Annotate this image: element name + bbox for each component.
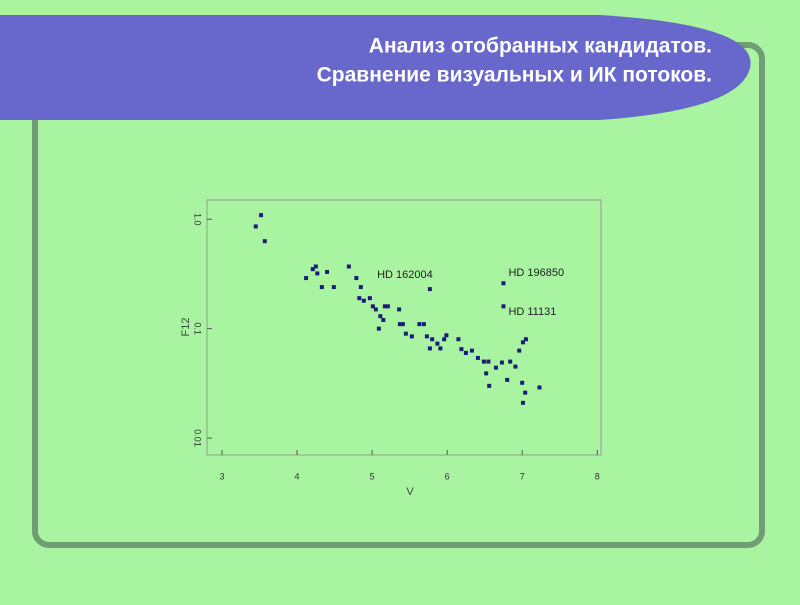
data-point bbox=[331, 285, 336, 290]
y-tick-label: 0.1 bbox=[193, 322, 203, 335]
data-point bbox=[262, 239, 267, 244]
annotation: HD 11131 bbox=[508, 306, 556, 318]
data-point bbox=[367, 296, 372, 301]
data-point bbox=[382, 304, 387, 309]
data-point bbox=[469, 348, 474, 353]
data-point bbox=[475, 355, 480, 360]
data-point bbox=[358, 285, 363, 290]
data-point bbox=[319, 285, 324, 290]
data-point bbox=[325, 269, 330, 274]
data-point bbox=[403, 331, 408, 336]
data-point bbox=[501, 281, 506, 286]
data-point bbox=[313, 264, 318, 269]
x-axis-label: V bbox=[406, 486, 414, 498]
data-point bbox=[520, 380, 525, 385]
data-point bbox=[370, 304, 375, 309]
data-point bbox=[346, 264, 351, 269]
data-point bbox=[487, 383, 492, 388]
data-point bbox=[417, 322, 422, 327]
y-tick-label: 1.0 bbox=[193, 213, 203, 226]
data-point bbox=[376, 326, 381, 331]
data-point bbox=[523, 390, 528, 395]
data-point bbox=[523, 337, 528, 342]
data-point bbox=[424, 334, 429, 339]
data-point bbox=[354, 276, 359, 281]
x-tick-label: 7 bbox=[520, 471, 525, 481]
x-tick-label: 8 bbox=[595, 471, 600, 481]
data-point bbox=[397, 307, 402, 312]
data-point bbox=[385, 304, 390, 309]
data-point bbox=[357, 296, 362, 301]
data-point bbox=[409, 334, 414, 339]
data-point bbox=[444, 333, 449, 338]
title-line: Сравнение визуальных и ИК потоков. bbox=[317, 64, 712, 87]
x-tick-label: 5 bbox=[370, 471, 375, 481]
data-point bbox=[499, 360, 504, 365]
data-point bbox=[361, 298, 366, 303]
data-point bbox=[513, 364, 518, 369]
data-point bbox=[438, 346, 443, 351]
data-point bbox=[435, 341, 440, 346]
data-point bbox=[310, 267, 315, 272]
x-tick-label: 3 bbox=[220, 471, 225, 481]
annotation: HD 196850 bbox=[508, 267, 564, 279]
data-point bbox=[427, 346, 432, 351]
data-point bbox=[486, 359, 491, 364]
title-line: Анализ отобранных кандидатов. bbox=[369, 35, 712, 58]
data-point bbox=[493, 365, 498, 370]
data-point bbox=[517, 348, 522, 353]
data-point bbox=[253, 224, 258, 229]
data-point bbox=[427, 287, 432, 292]
data-point bbox=[456, 337, 461, 342]
data-point bbox=[430, 337, 435, 342]
data-point bbox=[259, 213, 264, 218]
data-point bbox=[397, 322, 402, 327]
data-point bbox=[400, 322, 405, 327]
data-point bbox=[537, 385, 542, 390]
data-point bbox=[508, 359, 513, 364]
data-point bbox=[315, 271, 320, 276]
annotation: HD 162004 bbox=[377, 269, 433, 281]
plot-frame bbox=[206, 199, 602, 456]
data-point bbox=[505, 377, 510, 382]
data-point bbox=[459, 347, 464, 352]
data-point bbox=[381, 317, 386, 322]
title-banner bbox=[0, 15, 751, 120]
data-point bbox=[481, 359, 486, 364]
data-point bbox=[421, 322, 426, 327]
y-axis-label: F12 bbox=[180, 318, 192, 337]
data-point bbox=[304, 276, 309, 281]
data-point bbox=[373, 307, 378, 312]
data-point bbox=[442, 337, 447, 342]
x-tick-label: 6 bbox=[445, 471, 450, 481]
x-tick-label: 4 bbox=[295, 471, 300, 481]
data-point bbox=[463, 350, 468, 355]
data-point bbox=[501, 304, 506, 309]
data-point bbox=[378, 314, 383, 319]
y-tick-label: 0.01 bbox=[193, 429, 203, 447]
data-point bbox=[520, 340, 525, 345]
data-point bbox=[484, 371, 489, 376]
data-point bbox=[520, 400, 525, 405]
